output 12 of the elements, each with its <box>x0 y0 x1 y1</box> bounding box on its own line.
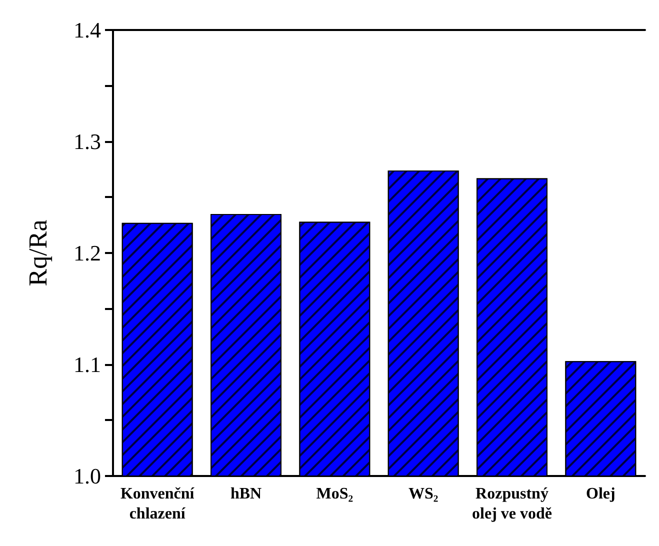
x-tick-label: Rozpustný olej ve vodě <box>472 486 552 522</box>
y-axis-title: Rq/Ra <box>24 219 52 286</box>
x-tick-label: WS₂ <box>408 486 438 502</box>
x-tick-label: hBN <box>230 486 262 502</box>
x-tick-label: Konvenční chlazení <box>120 486 195 522</box>
y-tick-label: 1.0 <box>74 464 101 488</box>
y-tick-label: 1.4 <box>74 18 101 42</box>
y-tick-label: 1.1 <box>74 352 101 377</box>
y-tick-label: 1.2 <box>74 240 101 266</box>
x-tick-label: MoS₂ <box>316 486 354 502</box>
y-tick-label: 1.3 <box>74 129 101 154</box>
x-tick-label: Olej <box>586 486 616 502</box>
